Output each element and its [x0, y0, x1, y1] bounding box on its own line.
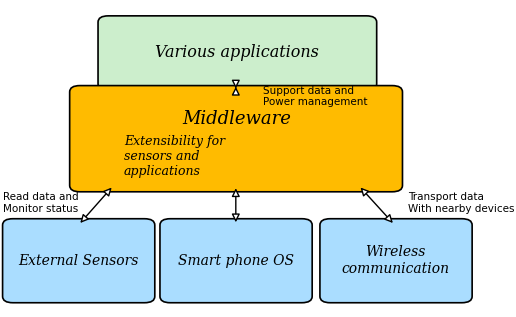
- Text: Transport data
With nearby devices: Transport data With nearby devices: [408, 192, 514, 214]
- Text: External Sensors: External Sensors: [18, 254, 139, 268]
- FancyBboxPatch shape: [3, 219, 155, 303]
- FancyBboxPatch shape: [320, 219, 472, 303]
- Text: Read data and
Monitor status: Read data and Monitor status: [3, 192, 78, 214]
- FancyBboxPatch shape: [70, 86, 402, 192]
- Text: Wireless
communication: Wireless communication: [342, 245, 450, 276]
- Text: Smart phone OS: Smart phone OS: [178, 254, 294, 268]
- FancyBboxPatch shape: [98, 16, 377, 90]
- Text: Support data and
Power management: Support data and Power management: [263, 86, 368, 107]
- Text: Extensibility for
sensors and
applications: Extensibility for sensors and applicatio…: [124, 135, 225, 178]
- Text: Middleware: Middleware: [182, 110, 291, 128]
- FancyBboxPatch shape: [160, 219, 312, 303]
- Text: Various applications: Various applications: [155, 44, 319, 61]
